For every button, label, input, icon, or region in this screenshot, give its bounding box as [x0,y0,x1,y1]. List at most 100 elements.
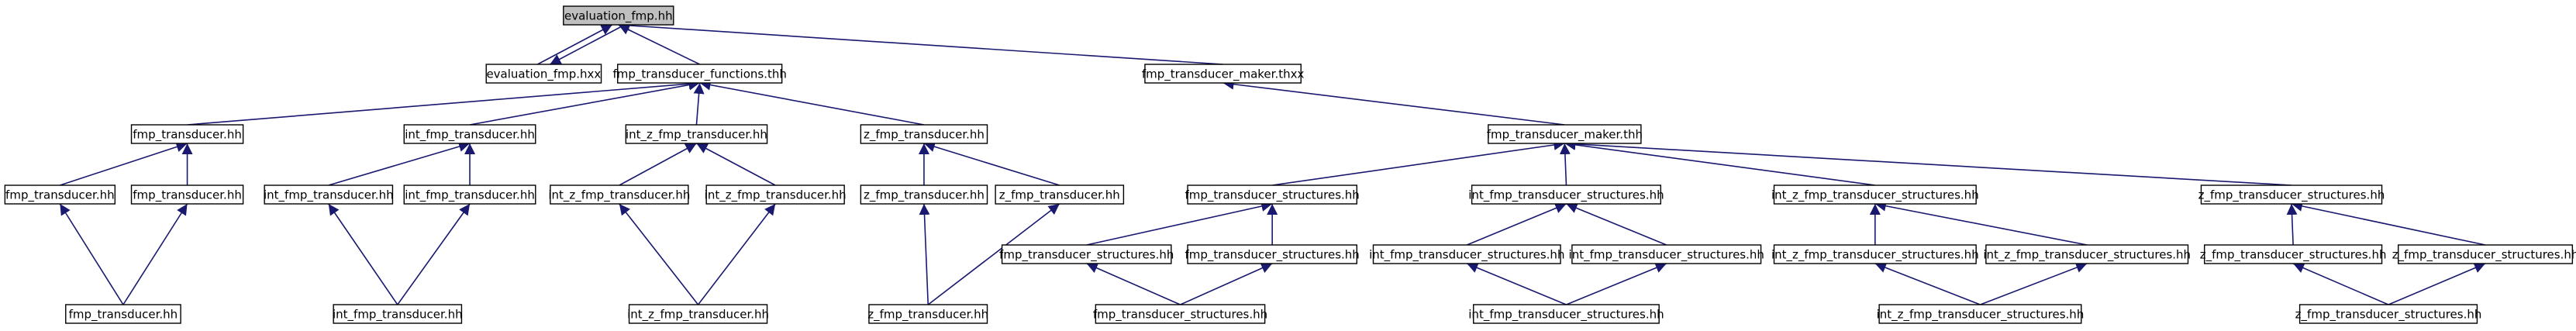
node-label: int_z_fmp_transducer_structures.hh [1771,248,1979,263]
node-label: int_fmp_transducer.hh [405,188,535,203]
edge [1980,262,2088,305]
node-box [860,124,988,144]
node-label: z_fmp_transducer_structures.hh [2198,188,2385,203]
node-label: int_fmp_transducer.hh [333,308,463,322]
node-label: z_fmp_transducer_structures.hh [2392,248,2576,263]
edge [469,79,700,126]
edge [122,203,188,305]
edge [2286,203,2298,246]
node-box [130,184,244,205]
node-label: evaluation_fmp.hh [564,9,673,24]
edge [927,203,1060,305]
edge [1222,78,1565,126]
node-label: int_fmp_transducer.hh [264,188,394,203]
node-box [1471,184,1662,205]
node-box [264,184,394,205]
edge [1466,202,1567,246]
edge [696,143,776,186]
edge [537,24,613,65]
node-box [1372,244,1561,264]
node-box [617,64,783,84]
node-label: z_fmp_transducer.hh [864,188,985,203]
node-box [1985,244,2189,264]
node-label: evaluation_fmp.hxx [486,67,601,82]
edge [1466,262,1567,305]
node-box [65,304,181,324]
node-label: z_fmp_transducer_structures.hh [2200,248,2387,263]
node-box [2398,244,2574,264]
node-box [403,184,536,205]
node-label: fmp_transducer.hh [133,128,242,143]
edge [697,203,776,305]
node-box [550,184,689,205]
edge [699,79,925,126]
node-label: z_fmp_transducer_structures.hh [2295,308,2482,322]
node-box [1773,184,1977,205]
node-label: z_fmp_transducer.hh [867,308,988,322]
node-label: int_fmp_transducer_structures.hh [1468,308,1664,322]
edge [1566,262,1667,305]
node-label: int_fmp_transducer_structures.hh [1569,248,1764,263]
node-box [2200,184,2383,205]
node-label: fmp_transducer_structures.hh [999,248,1174,263]
node-label: int_z_fmp_transducer_structures.hh [1771,188,1979,203]
edge [1564,139,1875,186]
node-box [563,5,674,26]
node-box [1473,304,1660,324]
node-label: fmp_transducer.hh [133,188,242,203]
node-box [1001,244,1172,264]
node-box [1187,184,1357,205]
edge [619,203,699,305]
node-label: fmp_transducer.hh [5,188,115,203]
node-label: fmp_transducer_maker.thh [1487,128,1643,143]
edge [1566,202,1667,246]
node-box [628,304,768,324]
node-label: fmp_transducer_functions.thh [612,67,786,82]
node-label: int_z_fmp_transducer_structures.hh [1983,248,2191,263]
edge [328,141,471,186]
node-label: int_z_fmp_transducer.hh [627,308,769,322]
node-box [705,184,845,205]
node-label: fmp_transducer_structures.hh [1185,188,1360,203]
node-box [130,124,244,144]
edge [618,19,1223,65]
edge [328,203,398,305]
node-label: z_fmp_transducer.hh [864,128,985,143]
edge [1564,138,2292,186]
node-box [868,304,988,324]
node-box [403,124,536,144]
node-label: int_fmp_transducer_structures.hh [1369,248,1564,263]
node-box [1488,124,1642,144]
node-box [1144,64,1302,84]
node-box [1187,244,1357,264]
edge [619,143,697,186]
edge [919,203,930,305]
node-label: fmp_transducer_maker.thxx [1142,67,1305,82]
node-box [625,124,768,144]
edge [1874,262,1981,305]
edge [2292,263,2389,305]
edge [2291,201,2486,246]
node-box [485,64,602,84]
node-label: fmp_transducer_structures.hh [1093,308,1267,322]
edge [1086,263,1181,305]
node-label: int_fmp_transducer_structures.hh [1468,188,1664,203]
edge [2388,263,2486,305]
edge [923,141,1060,186]
edge [187,78,700,126]
node-box [1878,304,2082,324]
node-box [995,184,1125,205]
edge [1559,143,1571,186]
edge [397,203,471,305]
node-label: z_fmp_transducer.hh [999,188,1120,203]
node-box [2298,304,2478,324]
node-label: int_fmp_transducer.hh [405,128,535,143]
edge [59,203,124,305]
edge [550,24,626,65]
node-box [1095,304,1266,324]
node-box [333,304,463,324]
node-box [860,184,988,205]
node-box [1571,244,1762,264]
edge [1086,201,1273,246]
node-box [4,184,116,205]
